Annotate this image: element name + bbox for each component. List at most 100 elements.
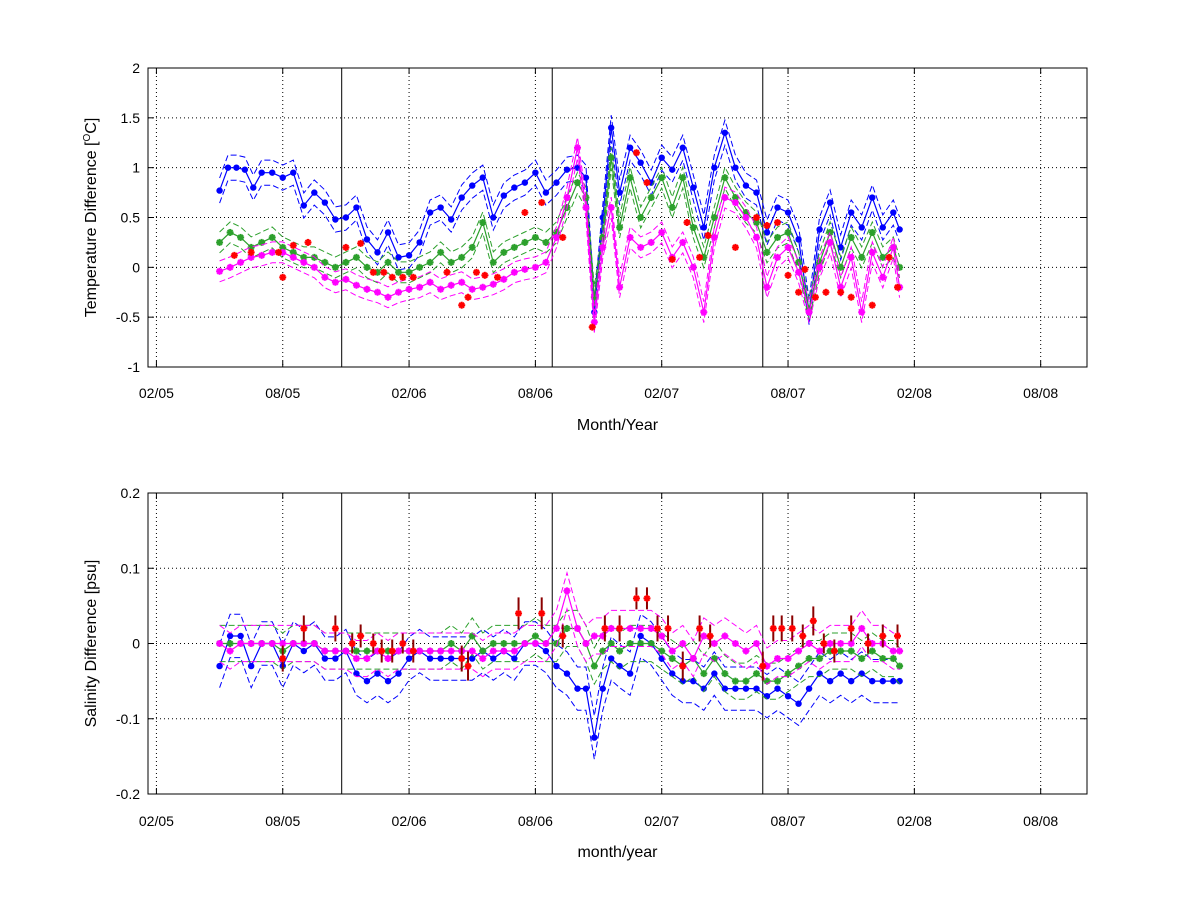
data-point — [279, 273, 287, 281]
data-point — [721, 129, 729, 136]
data-point — [489, 640, 497, 647]
x-axis-title: Month/Year — [577, 417, 659, 434]
data-point — [363, 263, 371, 271]
data-point — [321, 258, 329, 266]
data-point — [890, 677, 897, 685]
data-point — [632, 594, 640, 602]
data-point — [479, 218, 487, 226]
data-point — [426, 258, 434, 266]
data-point — [599, 243, 607, 251]
data-point — [658, 154, 665, 161]
data-point — [847, 647, 855, 655]
data-point — [626, 624, 634, 632]
data-point — [647, 640, 655, 647]
data-point — [668, 255, 676, 263]
data-point — [778, 624, 786, 632]
data-point — [348, 640, 356, 647]
data-point — [447, 258, 455, 266]
data-point — [374, 249, 381, 256]
data-point — [816, 655, 824, 663]
data-point — [607, 124, 615, 131]
data-point — [601, 624, 609, 632]
data-point — [826, 640, 834, 647]
data-point — [763, 229, 771, 236]
data-point — [289, 253, 297, 261]
data-point — [864, 640, 872, 647]
data-point — [468, 647, 476, 655]
data-point — [822, 288, 830, 296]
x-tick-label: 08/06 — [518, 813, 553, 829]
data-point — [395, 670, 402, 677]
data-point — [742, 214, 750, 221]
x-axis-title: month/year — [577, 844, 658, 861]
data-point — [731, 199, 739, 207]
data-point — [811, 293, 819, 301]
x-tick-label: 02/07 — [644, 813, 679, 829]
data-point — [658, 228, 666, 236]
data-point — [637, 159, 644, 166]
data-point — [858, 308, 866, 316]
data-point — [637, 640, 645, 647]
y-tick-label: 1.5 — [121, 110, 141, 126]
data-point — [599, 685, 606, 692]
data-point — [894, 632, 902, 640]
y-tick-label: 0.1 — [121, 560, 141, 576]
data-point — [763, 283, 771, 291]
data-point — [763, 248, 771, 256]
data-point — [226, 640, 234, 647]
data-point — [279, 655, 287, 663]
data-point — [479, 647, 487, 655]
data-point — [763, 692, 771, 700]
data-point — [300, 624, 308, 632]
x-tick-label: 08/06 — [518, 385, 553, 401]
data-point — [458, 301, 466, 309]
data-point — [894, 283, 902, 291]
data-point — [626, 670, 634, 677]
data-point — [237, 632, 244, 640]
data-point — [363, 236, 371, 243]
data-point — [363, 677, 371, 685]
data-point — [752, 214, 760, 221]
data-point — [363, 647, 371, 655]
data-point — [353, 670, 360, 677]
data-point — [573, 144, 581, 152]
data-point — [689, 263, 697, 271]
data-point — [352, 647, 360, 655]
data-point — [774, 233, 782, 241]
data-point — [399, 640, 407, 647]
data-point — [847, 640, 855, 647]
series-upper-band — [219, 570, 900, 649]
data-point — [753, 189, 760, 196]
data-point — [532, 169, 539, 176]
data-point — [837, 288, 845, 296]
data-point — [759, 662, 767, 670]
data-point — [710, 655, 718, 663]
data-point — [500, 640, 508, 647]
data-point — [742, 685, 750, 692]
data-point — [774, 677, 782, 685]
data-point — [458, 253, 466, 261]
data-point — [721, 632, 729, 640]
data-point — [774, 204, 781, 211]
data-point — [409, 273, 417, 281]
data-point — [268, 248, 276, 256]
data-point — [616, 662, 623, 670]
y-tick-label: -0.5 — [116, 309, 140, 325]
series-lower-band — [219, 140, 901, 325]
data-point — [889, 655, 897, 663]
data-point — [837, 647, 845, 655]
data-point — [226, 647, 234, 655]
data-point — [616, 647, 624, 655]
data-point — [437, 285, 445, 293]
data-point — [710, 640, 718, 647]
data-point — [809, 617, 817, 625]
data-point — [582, 685, 590, 692]
data-point — [247, 640, 255, 647]
data-point — [363, 655, 371, 663]
data-point — [342, 243, 350, 251]
data-point — [784, 271, 792, 279]
data-point — [226, 263, 234, 271]
data-point — [395, 647, 403, 655]
data-point — [559, 233, 567, 241]
data-point — [559, 632, 567, 640]
